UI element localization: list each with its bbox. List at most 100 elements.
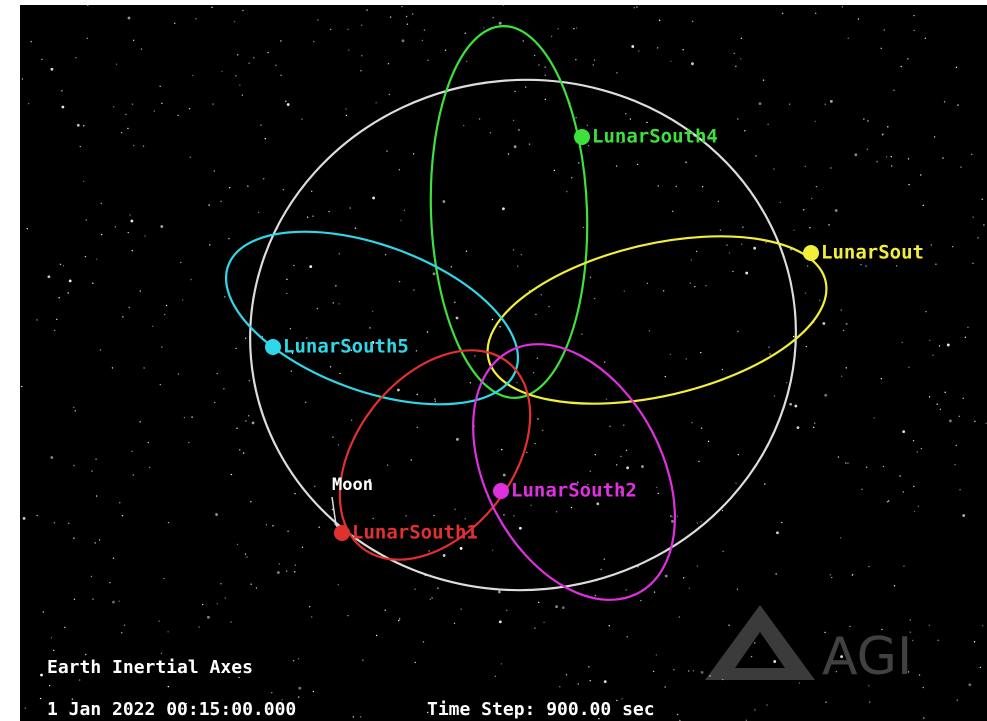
- star: [112, 106, 115, 108]
- star: [541, 429, 544, 431]
- star: [913, 510, 916, 513]
- star: [526, 451, 528, 454]
- star: [691, 62, 694, 66]
- star: [177, 114, 179, 117]
- star: [954, 464, 956, 466]
- star: [766, 704, 768, 706]
- star: [272, 525, 274, 527]
- star: [287, 530, 289, 533]
- star: [195, 18, 197, 20]
- star: [825, 701, 827, 703]
- star: [192, 74, 194, 77]
- star: [228, 237, 230, 240]
- star: [737, 118, 739, 120]
- star: [775, 573, 777, 575]
- star: [239, 84, 241, 86]
- star: [638, 50, 640, 52]
- star: [347, 614, 349, 617]
- star: [882, 465, 885, 468]
- star: [465, 250, 468, 252]
- star: [250, 583, 252, 585]
- star: [636, 6, 638, 8]
- star: [956, 699, 958, 701]
- star: [514, 90, 516, 93]
- star: [979, 666, 982, 669]
- star: [557, 28, 559, 30]
- star: [442, 200, 446, 203]
- star: [942, 157, 944, 159]
- star: [691, 421, 693, 424]
- star: [913, 485, 915, 488]
- star: [512, 249, 515, 251]
- star: [900, 65, 902, 68]
- star: [577, 481, 579, 483]
- star: [432, 272, 436, 276]
- star: [615, 165, 618, 167]
- star: [294, 492, 296, 495]
- star: [933, 136, 936, 138]
- star: [648, 330, 651, 332]
- star: [165, 304, 168, 307]
- star: [830, 167, 832, 169]
- star: [133, 144, 135, 147]
- star: [398, 280, 401, 283]
- star: [290, 370, 293, 372]
- star: [90, 575, 93, 578]
- orbits: [224, 24, 828, 601]
- star: [553, 169, 556, 172]
- star: [589, 276, 592, 279]
- star: [779, 201, 782, 204]
- star: [492, 16, 494, 19]
- star: [671, 519, 674, 523]
- star: [767, 123, 769, 126]
- star: [316, 307, 319, 310]
- star: [483, 27, 485, 29]
- star: [285, 100, 287, 102]
- star: [352, 716, 355, 718]
- star: [721, 509, 724, 512]
- star: [73, 537, 75, 539]
- star: [354, 227, 357, 229]
- star: [59, 263, 62, 266]
- star: [626, 466, 630, 470]
- star: [405, 15, 408, 18]
- star: [894, 255, 896, 258]
- star: [213, 170, 216, 172]
- star: [434, 398, 436, 400]
- star: [822, 322, 826, 325]
- star: [212, 103, 214, 105]
- star: [132, 474, 134, 476]
- star: [907, 158, 910, 160]
- star: [625, 449, 628, 452]
- star: [589, 470, 592, 472]
- star: [592, 64, 594, 66]
- star: [513, 515, 515, 517]
- star: [91, 470, 93, 472]
- star: [248, 379, 251, 382]
- star: [423, 29, 426, 31]
- star: [318, 526, 320, 528]
- star: [885, 156, 888, 158]
- scene: Moon LunarSouth4LunarSoutLunarSouth5Luna…: [20, 5, 987, 721]
- star: [253, 57, 255, 59]
- star: [840, 655, 844, 659]
- star: [685, 161, 687, 163]
- star: [973, 641, 976, 643]
- star: [98, 539, 101, 541]
- star: [453, 622, 456, 625]
- star: [754, 709, 756, 711]
- star: [960, 166, 962, 168]
- star: [537, 418, 539, 420]
- star: [502, 473, 506, 477]
- star: [73, 598, 76, 601]
- satellite-label: LunarSouth4: [592, 126, 718, 148]
- star: [637, 566, 639, 568]
- star: [245, 337, 247, 339]
- star: [555, 511, 558, 513]
- star: [499, 326, 501, 328]
- star: [535, 313, 537, 316]
- star: [50, 637, 53, 639]
- star: [690, 259, 693, 261]
- star: [685, 358, 687, 360]
- star: [540, 294, 542, 296]
